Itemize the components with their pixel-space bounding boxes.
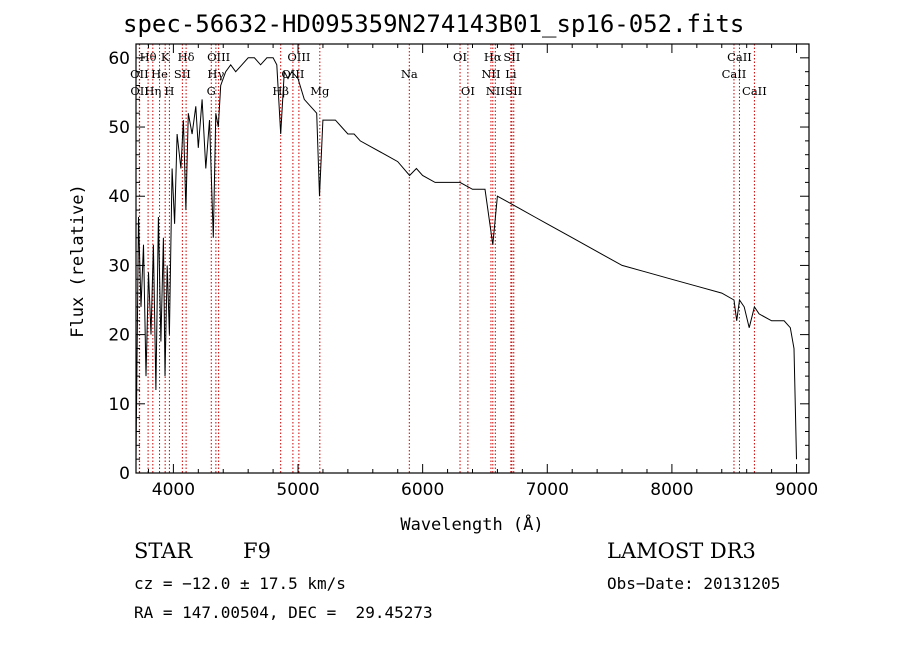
x-tick-label: 6000	[401, 480, 444, 500]
y-tick-label: 10	[108, 395, 130, 415]
x-axis-label: Wavelength (Å)	[400, 513, 543, 535]
line-marker-label: NII	[481, 67, 500, 81]
x-tick-label: 8000	[650, 480, 693, 500]
x-tick-label: 7000	[526, 480, 569, 500]
line-marker-label: Hβ	[272, 84, 289, 98]
line-marker-label: OII	[130, 84, 149, 98]
survey-name: LAMOST DR3	[607, 539, 756, 563]
line-marker-label: K	[161, 50, 170, 64]
y-tick-label: 30	[108, 256, 130, 276]
x-tick-label: 4000	[152, 480, 195, 500]
object-class: STAR	[134, 539, 193, 563]
y-axis-label: Flux (relative)	[68, 184, 88, 338]
line-marker-label: Na	[401, 67, 418, 81]
line-marker-label: CaII	[722, 67, 747, 81]
chart-title: spec-56632-HD095359N274143B01_sp16-052.f…	[123, 10, 745, 38]
line-marker-label: OIII	[287, 50, 310, 64]
line-marker-label: Hα	[484, 50, 502, 64]
line-marker-label: He	[151, 67, 168, 81]
line-markers	[138, 44, 755, 473]
line-marker-label: SII	[503, 50, 520, 64]
line-marker-label: NII	[486, 84, 505, 98]
axis-ticks: 4000 5000 6000 7000 8000 9000 0 10 20 30 40 50 60	[108, 43, 818, 500]
spectrum-line	[135, 57, 797, 460]
subclass: F9	[243, 539, 271, 563]
y-tick-label: 20	[108, 326, 130, 346]
line-marker-label: Hη	[144, 84, 161, 98]
line-marker-label: H	[164, 84, 174, 98]
line-marker-label: Li	[505, 67, 517, 81]
line-marker-label: OIII	[281, 67, 304, 81]
obs-date: Obs−Date: 20131205	[607, 574, 781, 593]
line-marker-label: SII	[505, 84, 522, 98]
redshift-text: cz = −12.0 ± 17.5 km/s	[134, 574, 346, 593]
line-marker-label: Mg	[310, 84, 330, 98]
line-marker-label: CaII	[742, 84, 767, 98]
line-marker-label: OI	[461, 84, 475, 98]
x-tick-label: 5000	[276, 480, 319, 500]
line-marker-label: OII	[130, 67, 149, 81]
coordinates: RA = 147.00504, DEC = 29.45273	[134, 603, 433, 622]
y-tick-label: 60	[108, 49, 130, 69]
line-marker-label: G	[207, 84, 216, 98]
plot-frame	[135, 43, 810, 474]
line-marker-label: Hθ	[140, 50, 157, 64]
line-marker-label: Hγ	[207, 67, 224, 81]
line-marker-label: OIII	[207, 50, 230, 64]
y-tick-label: 40	[108, 187, 130, 207]
line-marker-label: SII	[174, 67, 191, 81]
y-tick-label: 0	[119, 464, 130, 484]
x-tick-label: 9000	[775, 480, 818, 500]
line-marker-label: CaII	[727, 50, 752, 64]
line-marker-label: Hδ	[178, 50, 195, 64]
y-tick-label: 50	[108, 118, 130, 138]
line-marker-label: OI	[453, 50, 467, 64]
